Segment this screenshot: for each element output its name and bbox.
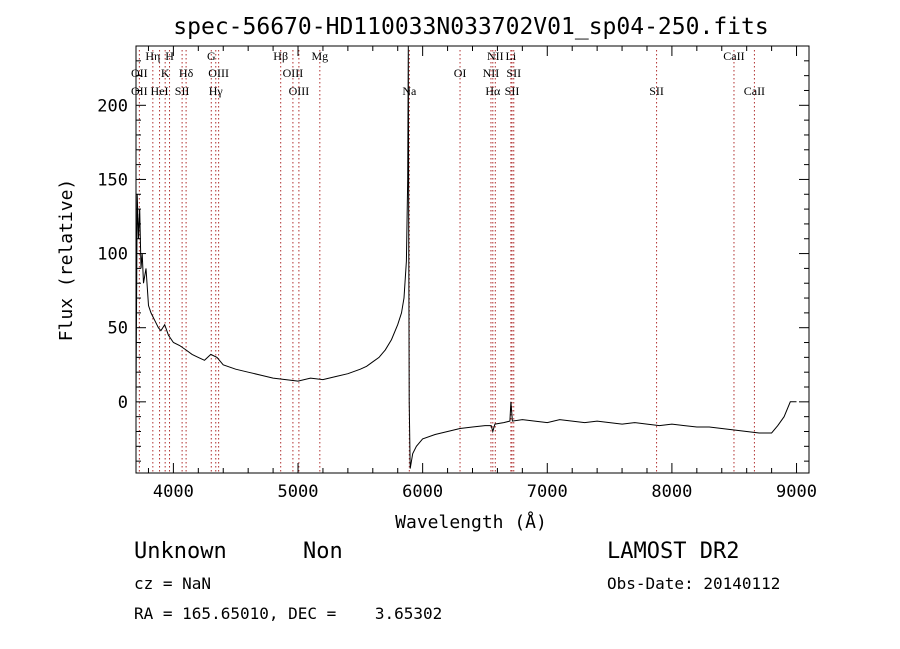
y-axis-label: Flux (relative)	[56, 179, 77, 342]
marker-label: OIII	[283, 66, 304, 80]
x-tick-label: 8000	[651, 482, 692, 502]
x-tick-label: 4000	[153, 482, 194, 502]
marker-label: Na	[402, 84, 417, 98]
emission-line-markers	[138, 50, 755, 473]
y-tick-label: 50	[108, 319, 128, 339]
observation-date: Obs-Date: 20140112	[607, 574, 781, 593]
x-tick-label: 6000	[402, 482, 443, 502]
x-tick-label: 7000	[527, 482, 568, 502]
marker-label: Hβ	[273, 49, 288, 63]
marker-label: CaII	[744, 84, 765, 98]
x-tick-label: 9000	[776, 482, 817, 502]
survey-name: LAMOST DR2	[607, 539, 740, 564]
marker-label: Hγ	[209, 84, 224, 98]
marker-label: NII	[487, 49, 504, 63]
marker-label: K	[161, 66, 170, 80]
x-tick-label: 5000	[278, 482, 319, 502]
marker-label: Hδ	[179, 66, 194, 80]
redshift-value: cz = NaN	[134, 574, 212, 593]
y-tick-label: 150	[97, 170, 128, 190]
coordinates: RA = 165.65010, DEC = 3.65302	[134, 604, 443, 623]
marker-label: Mg	[311, 49, 328, 63]
object-subclass: Non	[303, 539, 343, 564]
marker-label: Li	[506, 49, 517, 63]
chart-title: spec-56670-HD110033N033702V01_sp04-250.f…	[173, 14, 768, 40]
marker-label: CaII	[723, 49, 744, 63]
marker-label: OIII	[289, 84, 310, 98]
axis-ticks: 4000 5000 6000 7000 8000 9000 0 50 100 150 200	[97, 45, 817, 502]
marker-label: OIII	[208, 66, 229, 80]
y-tick-label: 100	[97, 245, 128, 265]
marker-label: NII	[483, 66, 500, 80]
x-axis-label: Wavelength (Å)	[395, 511, 547, 533]
marker-label: HeI	[151, 84, 169, 98]
marker-label: SII	[506, 66, 521, 80]
marker-label: SII	[175, 84, 190, 98]
marker-label: SII	[649, 84, 664, 98]
marker-label: OI	[454, 66, 467, 80]
marker-label: SII	[505, 84, 520, 98]
marker-label: OII	[131, 66, 148, 80]
spectrum-line	[135, 45, 797, 469]
plot-frame	[135, 45, 810, 474]
marker-label: OII	[131, 84, 148, 98]
marker-label: Hα	[485, 84, 501, 98]
y-tick-label: 200	[97, 96, 128, 116]
object-class: Unknown	[134, 539, 227, 564]
marker-label: Hη	[145, 49, 160, 63]
y-tick-label: 0	[118, 393, 128, 413]
marker-label: G	[207, 49, 216, 63]
marker-label: H	[165, 49, 174, 63]
